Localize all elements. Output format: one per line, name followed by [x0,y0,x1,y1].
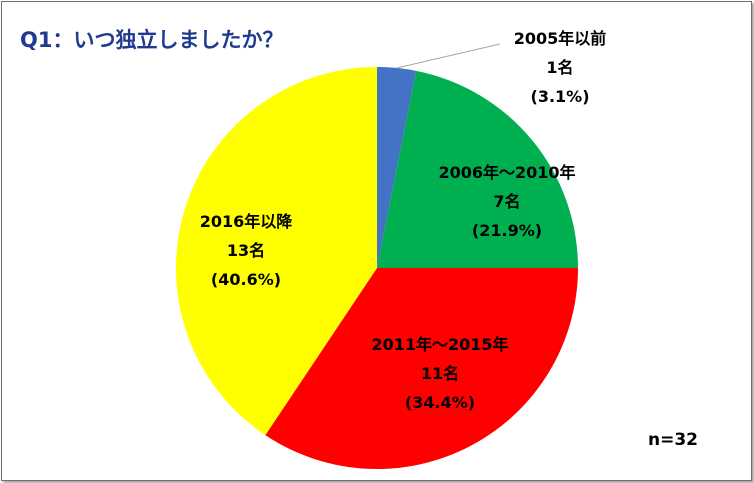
pie-slice [175,67,377,436]
chart-title: Q1：いつ独立しましたか？ [20,28,284,52]
pie-slice [265,268,578,470]
slice-count-label: 11名 [421,364,459,383]
sample-size-label: n=32 [648,430,699,450]
slice-category-label: 2006年～2010年 [438,163,575,182]
slice-count-label: 7名 [493,192,520,211]
slice-percent-label: (3.1%) [531,87,590,106]
pie-slice [377,70,578,268]
leader-line [396,43,501,69]
leader-lines [396,43,501,69]
slice-percent-label: (40.6%) [211,270,281,289]
slice-labels: 2005年以前 1名 (3.1%) 2006年～2010年 7名 (21.9%) 2011年… [200,29,607,412]
slice-percent-label: (21.9%) [472,221,542,240]
slice-percent-label: (34.4%) [405,393,475,412]
pie-slices [175,67,578,470]
slice-category-label: 2005年以前 [514,29,607,48]
slice-count-label: 1名 [546,58,573,77]
slice-category-label: 2011年～2015年 [371,335,508,354]
slice-count-label: 13名 [227,241,265,260]
slice-category-label: 2016年以降 [200,212,294,231]
pie-slice [377,67,417,268]
